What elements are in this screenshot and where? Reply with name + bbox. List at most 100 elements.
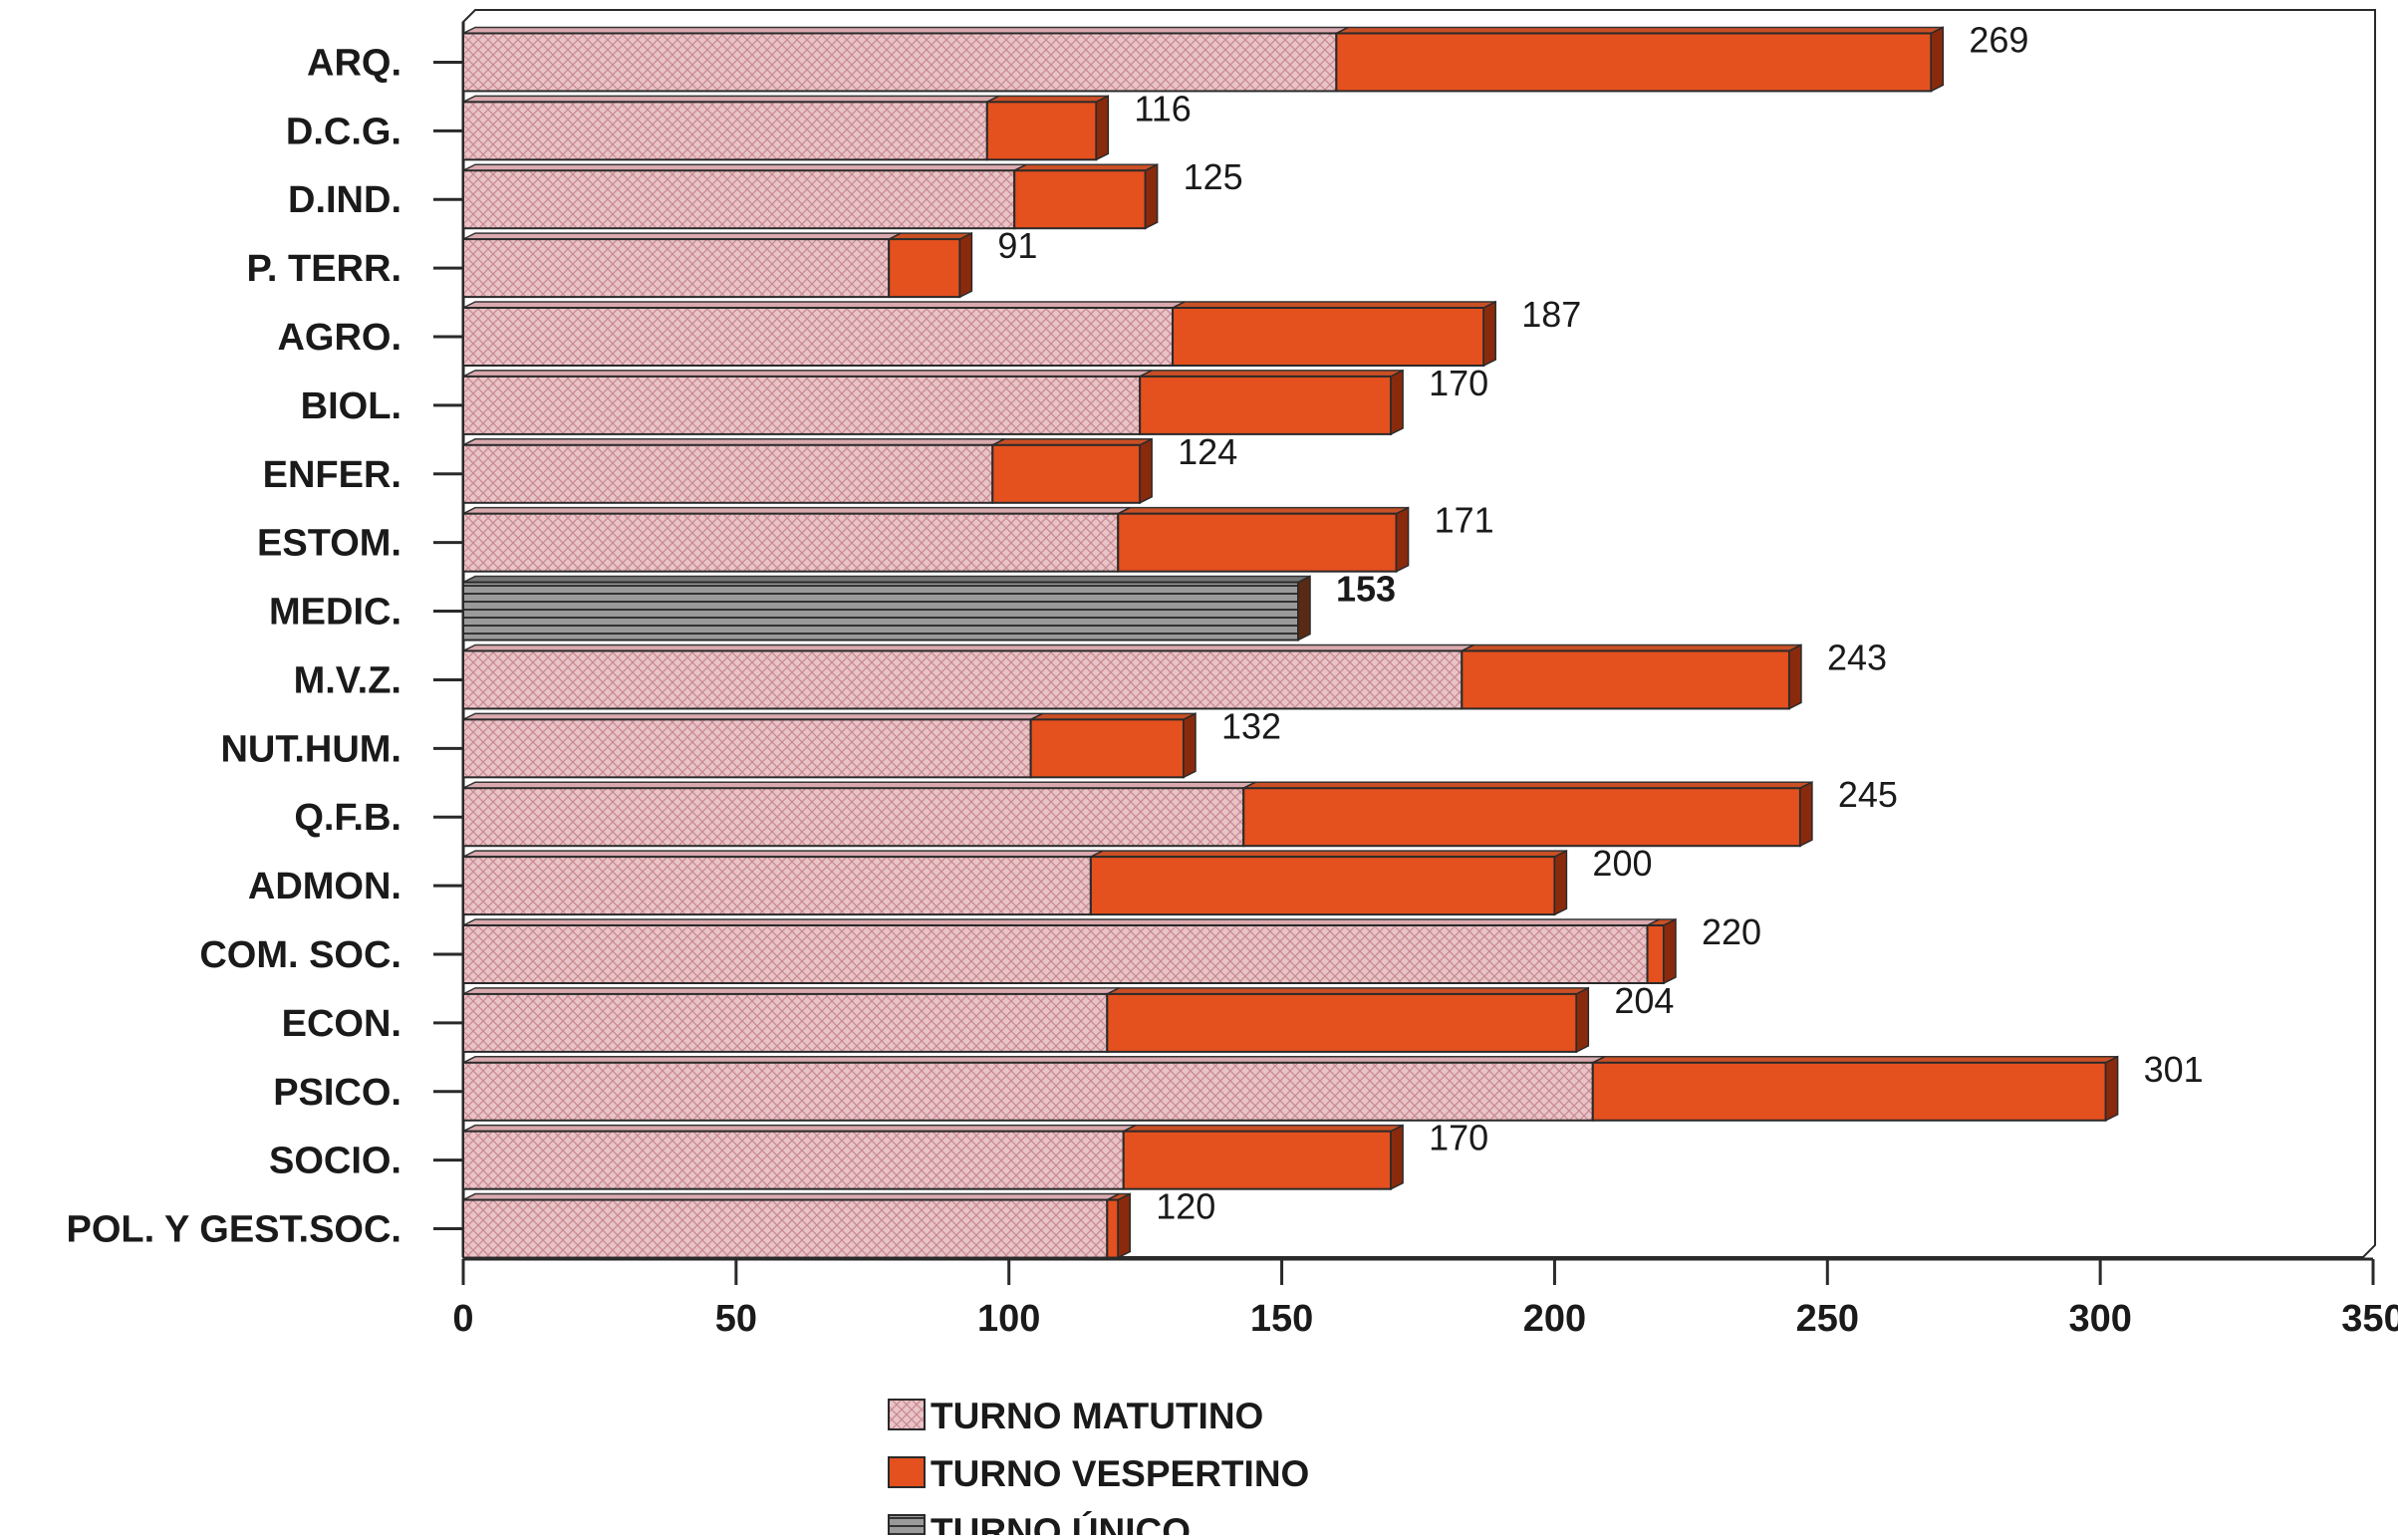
legend-label: TURNO ÚNICO [931,1510,1191,1535]
legend-swatch-matutino [888,1399,926,1430]
category-label: POL. Y GEST.SOC. [67,1209,401,1251]
bar-segment-vespertino [1089,856,1556,916]
bar-end-cap [1482,300,1496,368]
bar-end-cap [2104,1055,2119,1122]
legend: TURNO MATUTINO TURNO VESPERTINO TURNO ÚNIC… [888,1396,1309,1540]
bar-segment-matutino [462,375,1142,435]
bar-end-cap [1799,781,1813,848]
x-tick-label: 0 [452,1298,473,1340]
bar-segment-matutino [462,1198,1109,1259]
bar-segment-matutino [462,307,1175,367]
bar-end-cap [1144,163,1159,230]
bar-end-cap [1395,506,1410,573]
legend-swatch-unico [888,1514,926,1540]
x-tick-label: 100 [977,1298,1040,1340]
bar-segment-matutino [462,101,988,161]
bar-segment-matutino [462,856,1092,916]
bar-end-cap [1663,917,1677,985]
value-labels: 269 116 125 91 187 170 124 171 153 243 132 245 200 22… [997,19,2203,1226]
bar-segment-unico [462,581,1300,642]
bar-segment-vespertino [1335,32,1933,93]
value-label: 116 [1134,88,1191,128]
category-label: M.V.Z. [294,659,401,701]
legend-label: TURNO VESPERTINO [931,1453,1309,1494]
bar-end-cap [958,231,973,299]
bar-segment-vespertino [1461,649,1790,710]
category-label: NUT.HUM. [220,728,401,770]
category-label: ECON. [282,1003,401,1045]
bar-segment-vespertino [888,238,961,299]
x-tick-label: 50 [715,1298,757,1340]
bar-segment-matutino [462,169,1016,230]
legend-label: TURNO MATUTINO [931,1396,1263,1436]
x-tick-label: 200 [1523,1298,1586,1340]
bar-segment-vespertino [1117,512,1398,573]
bar-segment-vespertino [1106,1198,1120,1259]
category-label: SOCIO. [269,1141,401,1182]
category-label: AGRO. [277,317,401,359]
x-axis: 0 50 100 150 200 250 300 350 [452,1257,2398,1340]
category-label: MEDIC. [269,592,401,634]
category-label: ADMON. [248,866,401,907]
value-label: 132 [1221,705,1281,746]
bar-segment-vespertino [1139,375,1393,435]
value-label: 269 [1969,19,2028,60]
value-label: 170 [1429,1118,1488,1158]
bar-end-cap [1095,95,1110,161]
bar-segment-matutino [462,238,891,299]
category-label: BIOL. [301,385,401,427]
bar-segment-matutino [462,443,994,504]
bars-group [433,26,2119,1259]
bar-segment-vespertino [1646,924,1665,984]
category-label: ESTOM. [257,523,401,565]
value-label: 124 [1178,431,1237,472]
bar-segment-matutino [462,1061,1594,1122]
category-label: COM. SOC. [199,934,401,976]
value-label: 187 [1521,294,1581,335]
bar-end-cap [1390,1124,1404,1190]
bar-end-cap [1553,849,1568,916]
category-label: PSICO. [273,1072,401,1114]
value-label: 170 [1429,363,1488,403]
bar-segment-vespertino [1106,992,1578,1053]
value-label: 120 [1156,1186,1215,1227]
value-label: 171 [1435,500,1494,541]
x-tick-label: 350 [2341,1298,2398,1340]
category-label: ARQ. [307,42,401,84]
bar-segment-vespertino [1591,1061,2107,1122]
value-label: 91 [997,225,1037,266]
bar-segment-vespertino [1122,1130,1393,1190]
value-label: 301 [2144,1049,2204,1090]
x-tick-label: 300 [2068,1298,2131,1340]
value-label: 220 [1702,911,1761,952]
bar-segment-matutino [462,924,1649,984]
legend-swatch-vespertino [888,1456,926,1488]
value-label: 243 [1827,637,1887,677]
bar-segment-matutino [462,718,1032,779]
bar-segment-vespertino [991,443,1142,504]
bar-end-cap [1390,369,1404,436]
bar-segment-vespertino [1242,787,1801,848]
x-tick-label: 150 [1250,1298,1313,1340]
value-label: 204 [1614,980,1674,1021]
value-label: 125 [1184,156,1243,197]
category-label: P. TERR. [246,248,401,290]
bar-end-cap [1930,26,1945,93]
value-label: 200 [1592,843,1652,884]
bar-segment-vespertino [1013,169,1147,230]
category-label: D.C.G. [286,111,401,152]
category-label: D.IND. [288,179,401,221]
bar-end-cap [1575,986,1590,1054]
bar-segment-vespertino [1029,718,1185,779]
bar-segment-matutino [462,649,1464,710]
bar-end-cap [1139,437,1153,504]
bar-end-cap [1117,1192,1132,1259]
category-label: ENFER. [263,454,401,496]
bar-segment-matutino [462,992,1109,1053]
bar-segment-vespertino [985,101,1098,161]
bar-segment-vespertino [1172,307,1485,367]
bar-end-cap [1788,643,1802,710]
x-tick-label: 250 [1796,1298,1859,1340]
